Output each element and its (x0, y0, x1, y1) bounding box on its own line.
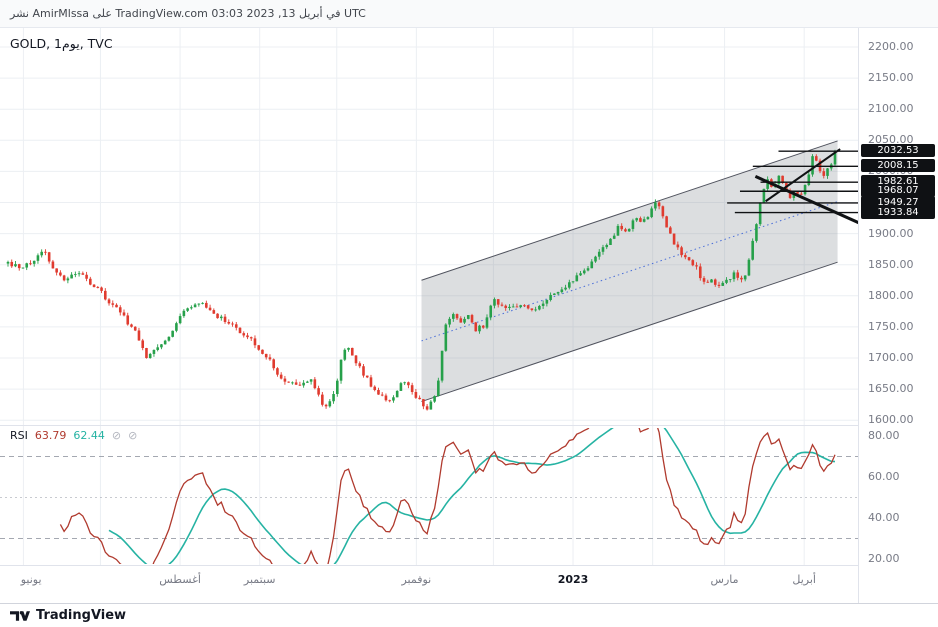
price-axis-label: 1900.00 (868, 226, 914, 240)
time-axis-label: أبريل (792, 573, 816, 586)
price-axis-label: 1800.00 (868, 288, 914, 302)
rsi-value-signal: 62.44 (73, 429, 105, 442)
parallel-channel-drawing[interactable] (421, 140, 838, 403)
price-axis-label: 2050.00 (868, 133, 914, 147)
price-axis-label: 1650.00 (868, 382, 914, 396)
rsi-legend: RSI 63.79 62.44 ⊘ ⊘ (10, 429, 137, 442)
tradingview-brand[interactable]: TradingView (36, 608, 127, 623)
rsi-value-main: 63.79 (34, 429, 67, 442)
time-axis-label: 2023 (557, 573, 589, 586)
price-axis-label: 2200.00 (868, 40, 914, 53)
price-tag[interactable]: 2008.15 (861, 159, 935, 173)
price-tag[interactable]: 2032.53 (861, 144, 935, 158)
price-axis-label: 1700.00 (868, 351, 914, 364)
time-axis-label: مارس (710, 573, 739, 586)
time-axis-label: سبتمبر (243, 573, 276, 586)
footer: TradingView (0, 603, 938, 627)
price-tag[interactable]: 1968.07 (861, 184, 935, 198)
chart-grid (0, 28, 858, 565)
pane-divider[interactable] (0, 425, 858, 426)
rsi-axis-label: 80.00 (868, 429, 900, 442)
rsi-axis-label: 40.00 (868, 511, 900, 524)
price-axis-label: 1750.00 (868, 319, 914, 333)
time-axis-label: أغسطس (159, 573, 201, 586)
price-axis-label: 1850.00 (868, 257, 914, 271)
time-axis[interactable]: يونيو أغسطس سبتمبر نوفمبر 2023 مارس أبريل (0, 565, 858, 603)
time-axis-label: يونيو (20, 573, 42, 586)
rsi-axis-label: 60.00 (868, 470, 900, 483)
share-banner-text[interactable]: نشر AmirMlssa على TradingView.com في أبر… (10, 7, 366, 20)
trendline-drawings[interactable] (727, 148, 858, 225)
price-axis-label: 2100.00 (868, 102, 914, 116)
price-tag[interactable]: 1933.84 (861, 205, 935, 219)
rsi-ma-line[interactable] (108, 420, 836, 569)
indicator-eye-icon[interactable]: ⊘ (128, 429, 138, 442)
price-axis-label: 1600.00 (868, 413, 914, 427)
indicator-eye-icon[interactable]: ⊘ (111, 429, 122, 442)
rsi-line[interactable] (59, 410, 836, 585)
candlestick-series[interactable] (6, 149, 837, 411)
tradingview-logo-icon[interactable] (10, 610, 30, 622)
chart-canvas[interactable] (0, 0, 858, 603)
rsi-bands (0, 456, 858, 539)
price-axis[interactable]: 2032.53 2008.15 1982.61 1968.07 1949.27 1933.… (858, 28, 938, 603)
rsi-label[interactable]: RSI (10, 429, 28, 442)
price-axis-label: 2150.00 (868, 71, 914, 85)
rsi-axis-label: 20.00 (868, 552, 900, 565)
share-banner: نشر AmirMlssa على TradingView.com في أبر… (0, 0, 938, 28)
time-axis-label: نوفمبر (401, 573, 432, 586)
symbol-legend[interactable]: GOLD, 1يوم, TVC (10, 36, 113, 51)
